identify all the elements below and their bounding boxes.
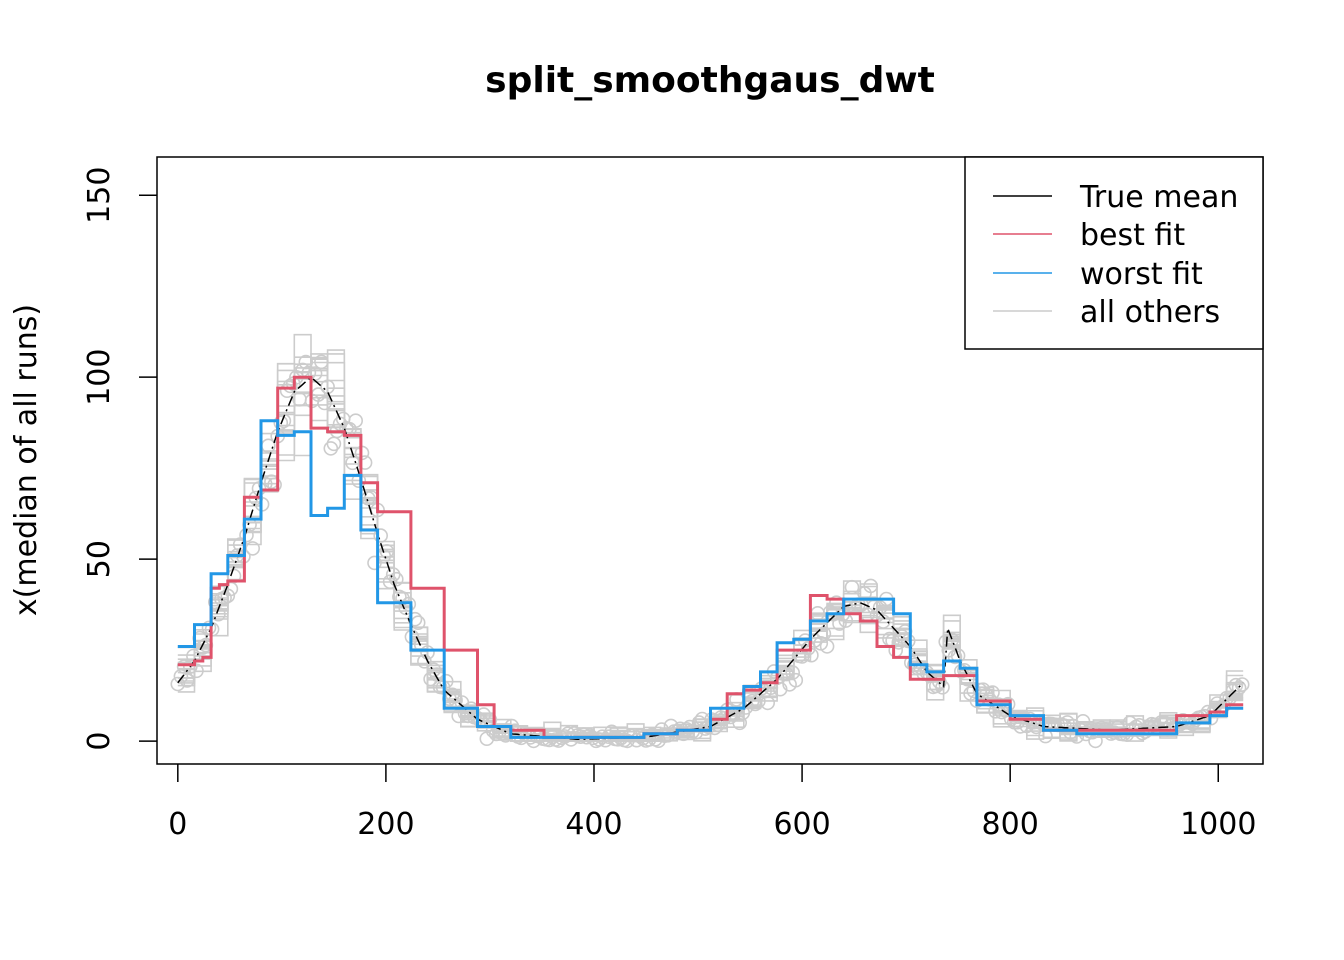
data-point bbox=[1231, 680, 1247, 696]
data-point bbox=[189, 663, 204, 679]
y-tick-label: 150 bbox=[82, 167, 117, 224]
data-point bbox=[373, 528, 389, 543]
data-point bbox=[448, 692, 463, 708]
data-point bbox=[314, 354, 329, 370]
data-point bbox=[179, 673, 195, 688]
y-tick-label: 0 bbox=[82, 732, 117, 751]
data-point bbox=[1016, 710, 1032, 725]
data-point bbox=[195, 640, 211, 655]
data-point bbox=[438, 673, 454, 689]
data-point bbox=[785, 665, 801, 680]
legend: True mean best fit worst fit all others bbox=[964, 156, 1264, 350]
legend-label-true-mean: True mean bbox=[1079, 180, 1238, 215]
data-point bbox=[420, 645, 435, 660]
data-point bbox=[760, 695, 776, 711]
data-point bbox=[273, 415, 289, 431]
data-point bbox=[348, 413, 364, 429]
legend-label-best-fit: best fit bbox=[1080, 218, 1185, 253]
data-point bbox=[900, 633, 916, 649]
x-tick-label: 1000 bbox=[1180, 807, 1256, 842]
data-point bbox=[245, 541, 260, 556]
chart-title: split_smoothgaus_dwt bbox=[485, 60, 935, 101]
legend-label-worst-fit: worst fit bbox=[1080, 257, 1203, 292]
data-point bbox=[960, 671, 975, 687]
data-point bbox=[379, 543, 395, 559]
data-point bbox=[772, 681, 788, 697]
data-point bbox=[788, 672, 804, 688]
legend-label-all-others: all others bbox=[1080, 295, 1220, 330]
x-tick-label: 400 bbox=[565, 807, 622, 842]
data-point bbox=[688, 725, 704, 740]
data-point bbox=[819, 639, 835, 654]
data-point bbox=[1234, 677, 1250, 692]
data-point bbox=[707, 720, 723, 736]
y-tick-label: 100 bbox=[82, 349, 117, 406]
data-point bbox=[844, 579, 860, 595]
data-point bbox=[357, 455, 373, 470]
data-point bbox=[985, 685, 1000, 700]
data-point bbox=[938, 634, 954, 650]
x-tick-label: 800 bbox=[982, 807, 1039, 842]
data-point bbox=[367, 555, 382, 571]
y-tick-label: 50 bbox=[82, 540, 117, 578]
y-axis-label: x(median of all runs) bbox=[9, 304, 44, 616]
plot-frame bbox=[156, 156, 1264, 765]
data-point bbox=[1228, 677, 1244, 693]
data-point bbox=[170, 676, 186, 692]
data-point bbox=[701, 719, 716, 735]
data-point bbox=[298, 354, 314, 370]
data-point bbox=[744, 693, 760, 709]
data-point bbox=[935, 679, 950, 695]
data-point bbox=[944, 632, 960, 648]
data-point bbox=[863, 578, 879, 594]
data-point bbox=[388, 571, 404, 587]
y-axis: 0 50 100 150 bbox=[82, 167, 157, 751]
data-point bbox=[220, 588, 236, 604]
x-tick-label: 200 bbox=[357, 807, 414, 842]
data-point bbox=[576, 727, 591, 742]
data-point bbox=[732, 715, 748, 731]
plot-area bbox=[170, 333, 1250, 749]
data-point bbox=[382, 574, 398, 590]
x-tick-label: 0 bbox=[168, 807, 187, 842]
worst-fit-line bbox=[177, 419, 1244, 739]
data-point bbox=[317, 395, 332, 411]
x-axis: 0 200 400 600 800 1000 bbox=[168, 764, 1256, 842]
x-tick-label: 600 bbox=[773, 807, 830, 842]
legend-box bbox=[964, 156, 1264, 350]
